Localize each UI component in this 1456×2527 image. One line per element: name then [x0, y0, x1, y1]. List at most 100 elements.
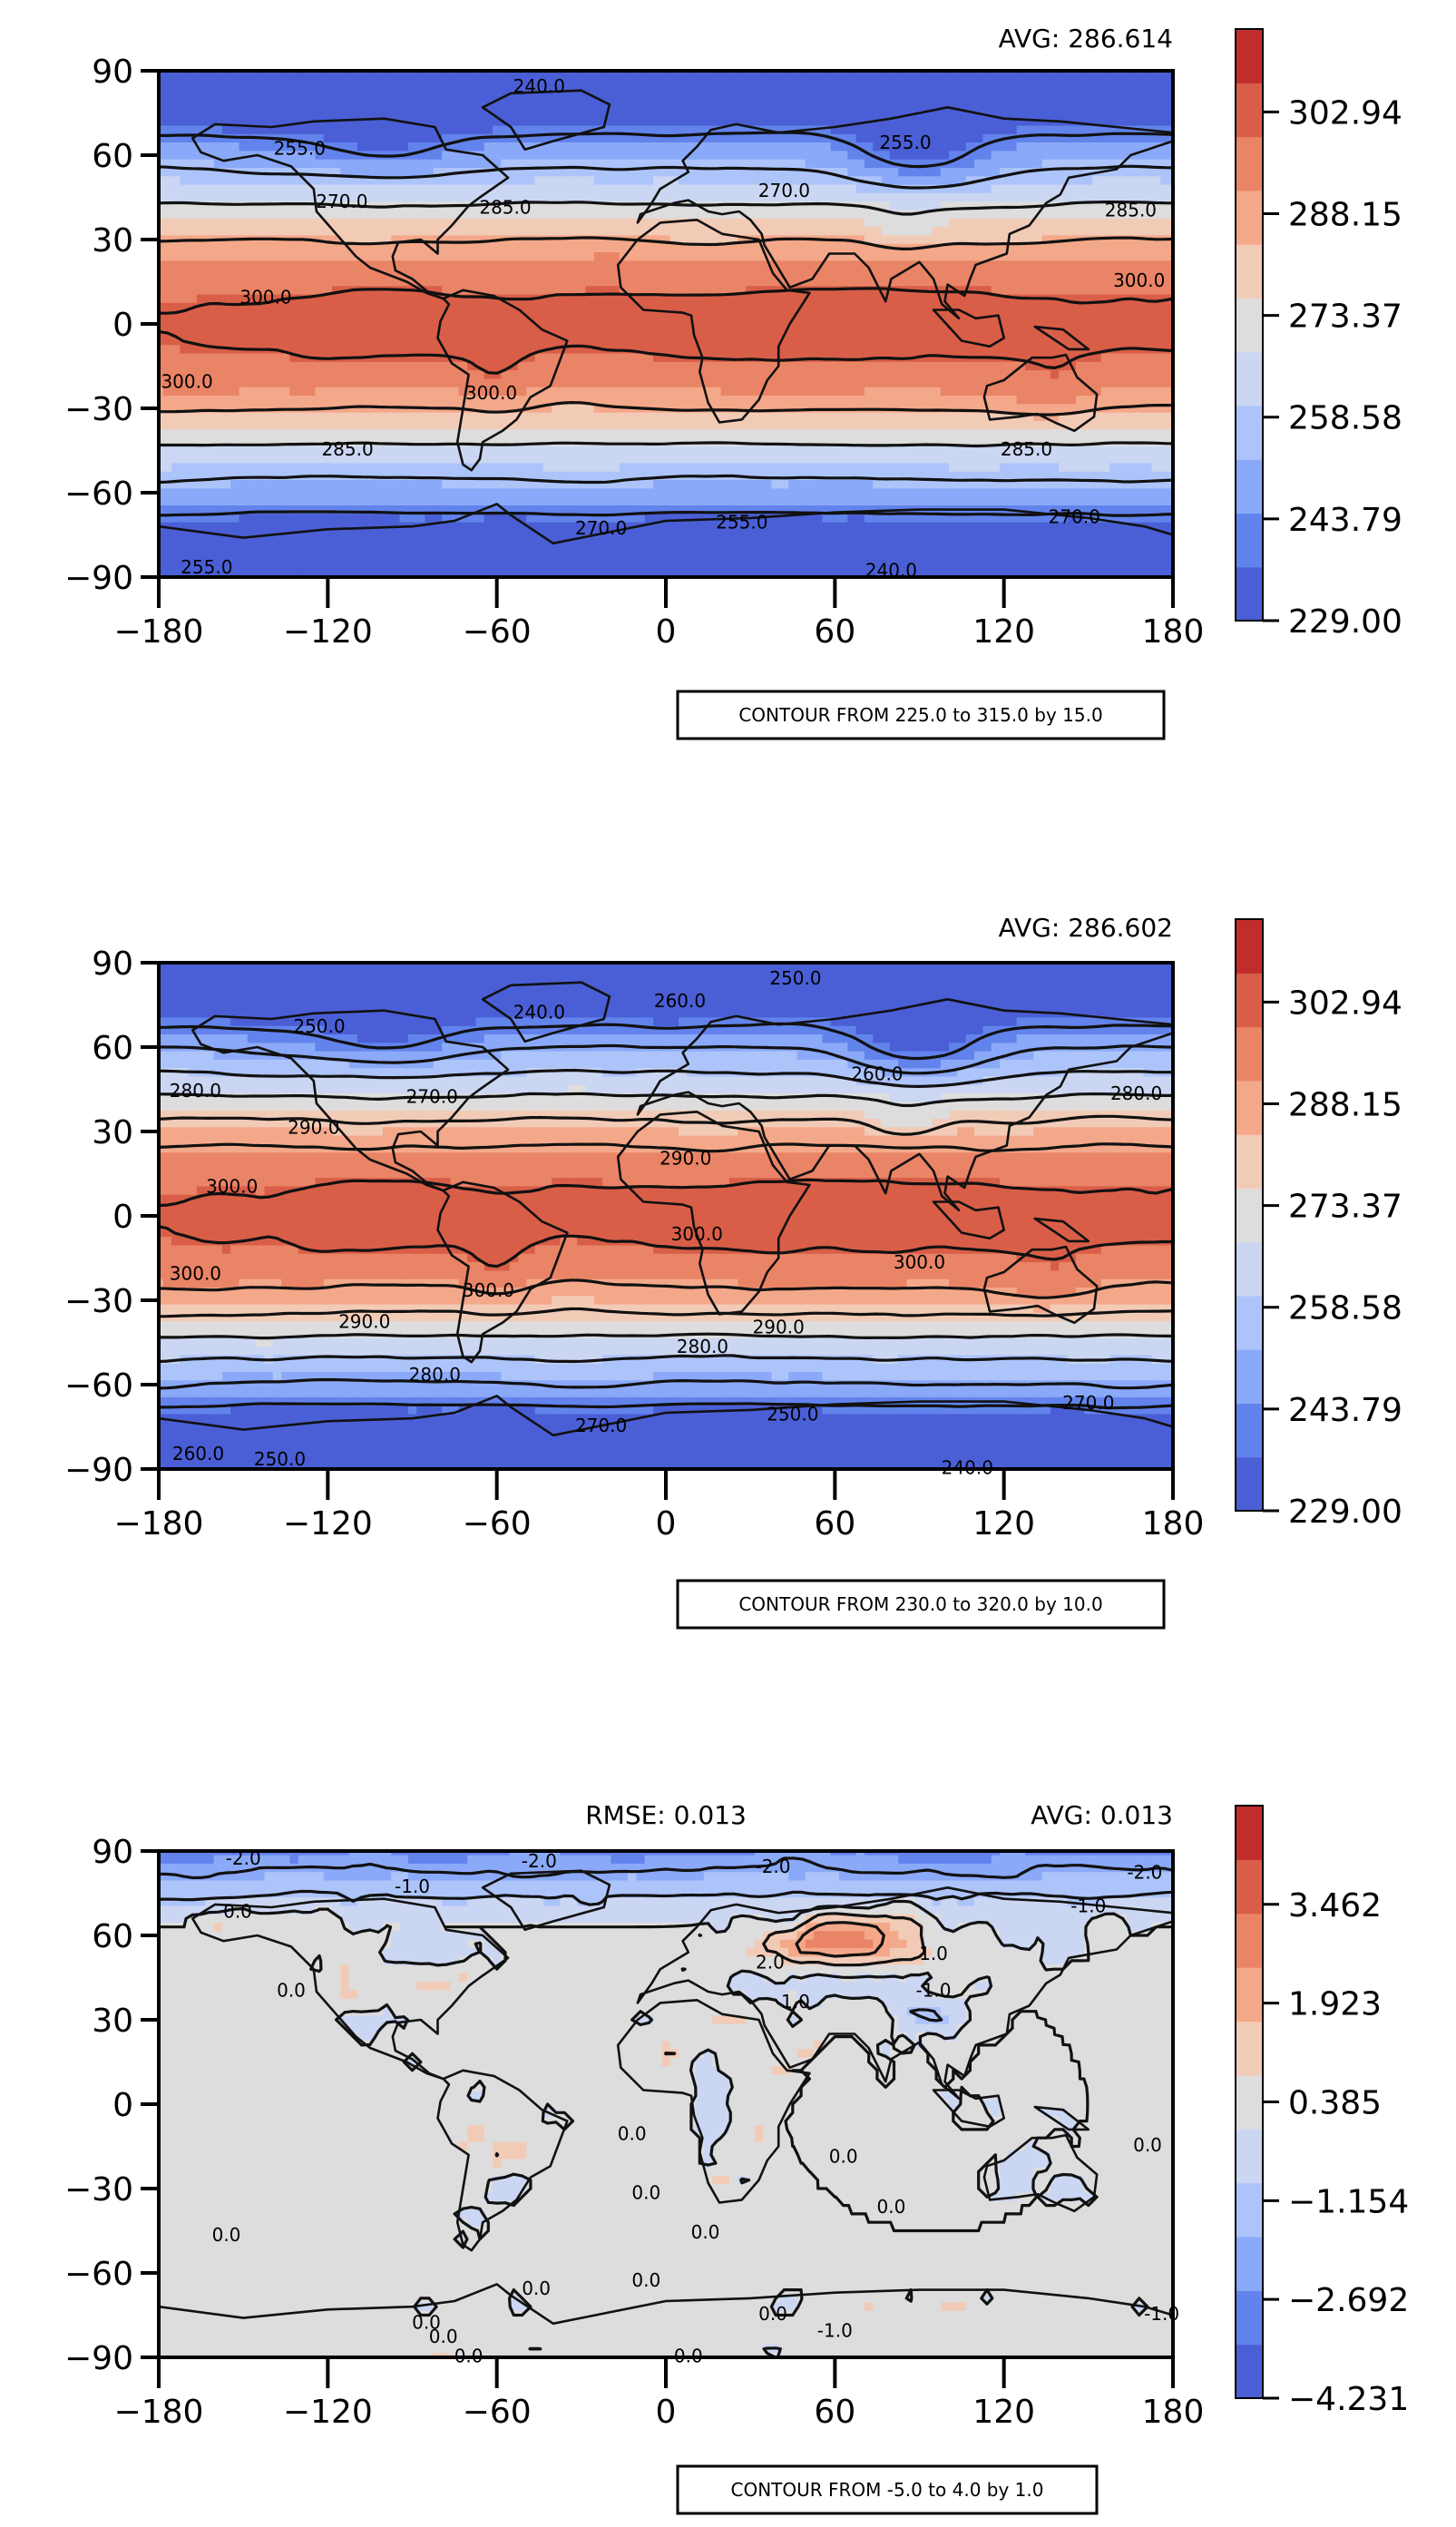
field-cell — [1059, 227, 1069, 237]
field-cell — [1168, 277, 1173, 287]
field-cell — [366, 100, 376, 110]
field-cell — [180, 74, 190, 84]
field-cell — [754, 328, 764, 338]
field-cell — [518, 201, 528, 211]
field-cell — [552, 345, 562, 355]
field-cell — [1041, 345, 1051, 355]
field-cell — [855, 227, 865, 237]
field-cell — [1033, 269, 1043, 279]
field-cell — [493, 396, 503, 406]
field-cell — [611, 387, 621, 397]
field-cell — [873, 108, 883, 118]
field-cell — [754, 184, 764, 194]
field-cell — [526, 378, 536, 388]
field-cell — [425, 210, 435, 220]
field-cell — [1000, 361, 1010, 371]
field-cell — [1084, 218, 1094, 228]
field-cell — [644, 71, 654, 76]
field-cell — [1067, 184, 1077, 194]
field-cell — [289, 159, 299, 169]
field-cell — [932, 243, 942, 253]
field-cell — [661, 277, 671, 287]
field-cell — [830, 396, 840, 406]
field-cell — [1067, 396, 1077, 406]
field-cell — [1151, 260, 1161, 270]
field-cell — [712, 260, 722, 270]
field-cell — [467, 387, 477, 397]
field-cell — [366, 302, 376, 312]
field-cell — [1143, 328, 1153, 338]
field-cell — [1168, 218, 1173, 228]
field-cell — [1084, 125, 1094, 135]
field-cell — [475, 396, 485, 406]
field-cell — [949, 387, 959, 397]
field-cell — [1033, 117, 1043, 127]
field-cell — [771, 294, 781, 304]
field-cell — [1135, 361, 1145, 371]
field-cell — [932, 235, 942, 245]
field-cell — [560, 353, 570, 363]
field-cell — [593, 378, 603, 388]
field-cell — [442, 378, 452, 388]
field-cell — [712, 159, 722, 169]
field-cell — [442, 74, 452, 84]
field-cell — [560, 396, 570, 406]
field-cell — [307, 133, 317, 143]
field-cell — [1160, 361, 1170, 371]
field-cell — [425, 378, 435, 388]
field-cell — [501, 176, 511, 186]
field-cell — [1075, 361, 1085, 371]
field-cell — [1143, 92, 1153, 102]
field-cell — [1000, 74, 1010, 84]
field-cell — [957, 108, 967, 118]
field-cell — [814, 252, 824, 262]
field-cell — [712, 142, 722, 152]
field-cell — [332, 378, 342, 388]
field-cell — [728, 277, 738, 287]
field-cell — [332, 345, 342, 355]
field-cell — [247, 302, 257, 312]
field-cell — [1000, 404, 1010, 414]
field-cell — [923, 92, 933, 102]
field-cell — [932, 319, 942, 329]
field-cell — [433, 396, 443, 406]
field-cell — [239, 337, 249, 347]
field-cell — [1008, 345, 1018, 355]
field-cell — [695, 92, 705, 102]
field-cell — [298, 108, 308, 118]
field-cell — [822, 269, 832, 279]
field-cell — [213, 286, 223, 296]
field-cell — [264, 353, 274, 363]
field-cell — [159, 353, 164, 363]
field-cell — [1126, 286, 1136, 296]
field-cell — [323, 168, 333, 178]
field-cell — [298, 92, 308, 102]
field-cell — [1092, 210, 1102, 220]
field-cell — [779, 311, 789, 321]
field-cell — [493, 387, 503, 397]
field-cell — [1118, 353, 1128, 363]
field-cell — [687, 243, 697, 253]
field-cell — [957, 100, 967, 110]
field-cell — [738, 71, 748, 76]
field-cell — [965, 71, 975, 76]
field-cell — [1067, 294, 1077, 304]
field-cell — [366, 404, 376, 414]
field-cell — [906, 108, 916, 118]
field-cell — [788, 378, 798, 388]
field-cell — [746, 133, 756, 143]
field-cell — [644, 218, 654, 228]
field-cell — [889, 252, 899, 262]
field-cell — [433, 192, 443, 202]
field-cell — [1092, 311, 1102, 321]
field-cell — [1033, 100, 1043, 110]
field-cell — [1041, 142, 1051, 152]
field-cell — [560, 74, 570, 84]
field-cell — [1016, 311, 1026, 321]
field-cell — [738, 319, 748, 329]
field-cell — [628, 92, 638, 102]
field-cell — [221, 361, 231, 371]
field-cell — [577, 319, 587, 329]
field-cell — [949, 396, 959, 406]
field-cell — [239, 286, 249, 296]
